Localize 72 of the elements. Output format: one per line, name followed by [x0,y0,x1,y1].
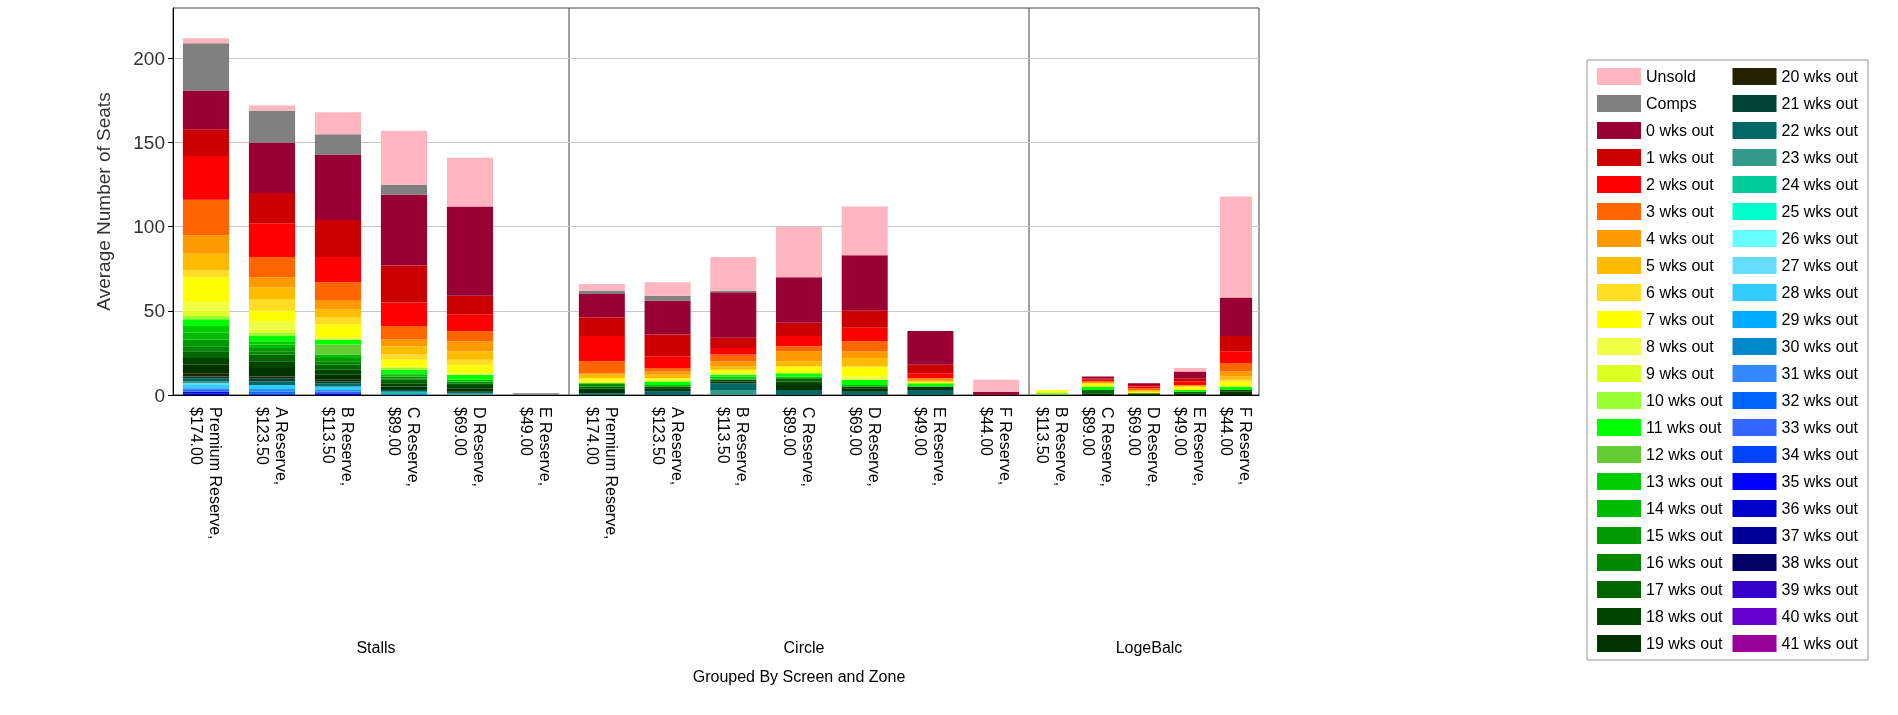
legend-label: Unsold [1646,68,1696,85]
legend-label: 2 wks out [1646,176,1715,193]
legend-label: 5 wks out [1646,257,1715,274]
legend-label: 20 wks out [1781,68,1859,85]
y-axis-title: Average Number of Seats [93,92,114,311]
x-tick-label: Premium Reserve, $174.00 [583,407,620,540]
x-tick-label: C Reserve, $89.00 [781,407,817,488]
x-tick-label: E Reserve, $49.00 [912,407,949,487]
text: Stalls [356,638,396,656]
text: LogeBalc [1115,638,1183,656]
y-tick-label: 0 [154,384,165,406]
legend-label: 18 wks out [1646,608,1724,625]
legend-label: 22 wks out [1781,122,1859,139]
legend-label: 33 wks out [1781,419,1859,436]
legend-label: 4 wks out [1646,230,1715,247]
legend-label: 25 wks out [1781,203,1859,220]
legend-label: 30 wks out [1781,338,1859,355]
legend-label: 6 wks out [1646,284,1715,301]
x-tick-label: B Reserve, $113.50 [715,407,752,487]
x-tick-label: F Reserve, $44.00 [1218,407,1254,486]
y-tick-label: 50 [143,300,165,322]
y-tick-label: 200 [133,47,165,69]
x-tick-label: E Reserve, $49.00 [518,407,554,487]
x-tick-label: C Reserve, $89.00 [1080,407,1116,488]
y-tick-label: 100 [133,216,165,238]
legend-label: 38 wks out [1781,554,1859,571]
legend-label: 9 wks out [1646,365,1715,382]
legend-label: 26 wks out [1781,230,1859,247]
legend-label: 36 wks out [1781,500,1859,517]
text: Circle [783,638,825,656]
legend-label: 16 wks out [1646,554,1724,571]
legend-label: 13 wks out [1646,473,1724,490]
legend-label: 3 wks out [1646,203,1715,220]
legend-label: 39 wks out [1781,581,1859,598]
legend-label: 28 wks out [1781,284,1859,301]
legend-label: 1 wks out [1646,149,1715,166]
legend-label: 15 wks out [1646,527,1724,544]
legend-label: 21 wks out [1781,95,1859,112]
y-tick-label: 150 [133,132,165,154]
legend-label: 17 wks out [1646,581,1724,598]
legend-label: 14 wks out [1646,500,1724,517]
x-tick-label: D Reserve, $69.00 [452,407,488,488]
x-tick-label: B Reserve, $113.50 [320,407,356,487]
x-tick-label: B Reserve, $113.50 [1034,407,1070,487]
legend-label: 10 wks out [1646,392,1724,409]
x-tick-label: A Reserve, $123.50 [649,407,686,486]
x-tick-label: D Reserve, $69.00 [846,407,883,488]
x-tick-label: F Reserve, $44.00 [978,407,1015,486]
legend-label: Comps [1646,95,1697,112]
x-tick-label: A Reserve, $123.50 [254,407,290,486]
legend-label: 23 wks out [1781,149,1859,166]
legend-label: 24 wks out [1781,176,1859,193]
legend-label: 0 wks out [1646,122,1715,139]
legend-label: 11 wks out [1646,419,1722,436]
legend-label: 7 wks out [1646,311,1715,328]
legend-label: 35 wks out [1781,473,1859,490]
legend-label: 34 wks out [1781,446,1859,463]
x-tick-label: D Reserve, $69.00 [1126,407,1162,488]
legend-label: 41 wks out [1781,635,1859,652]
legend-label: 29 wks out [1781,311,1859,328]
legend-label: 12 wks out [1646,446,1724,463]
legend-label: 40 wks out [1781,608,1859,625]
legend-label: 37 wks out [1781,527,1859,544]
x-axis-title: Grouped By Screen and Zone [692,667,906,685]
legend-label: 31 wks out [1781,365,1859,382]
legend-label: 8 wks out [1646,338,1715,355]
x-tick-label: E Reserve, $49.00 [1172,407,1208,487]
legend-label: 32 wks out [1781,392,1859,409]
legend-label: 27 wks out [1781,257,1859,274]
x-tick-label: C Reserve, $89.00 [386,407,422,488]
legend-label: 19 wks out [1646,635,1724,652]
x-tick-label: Premium Reserve, $174.00 [188,407,224,540]
